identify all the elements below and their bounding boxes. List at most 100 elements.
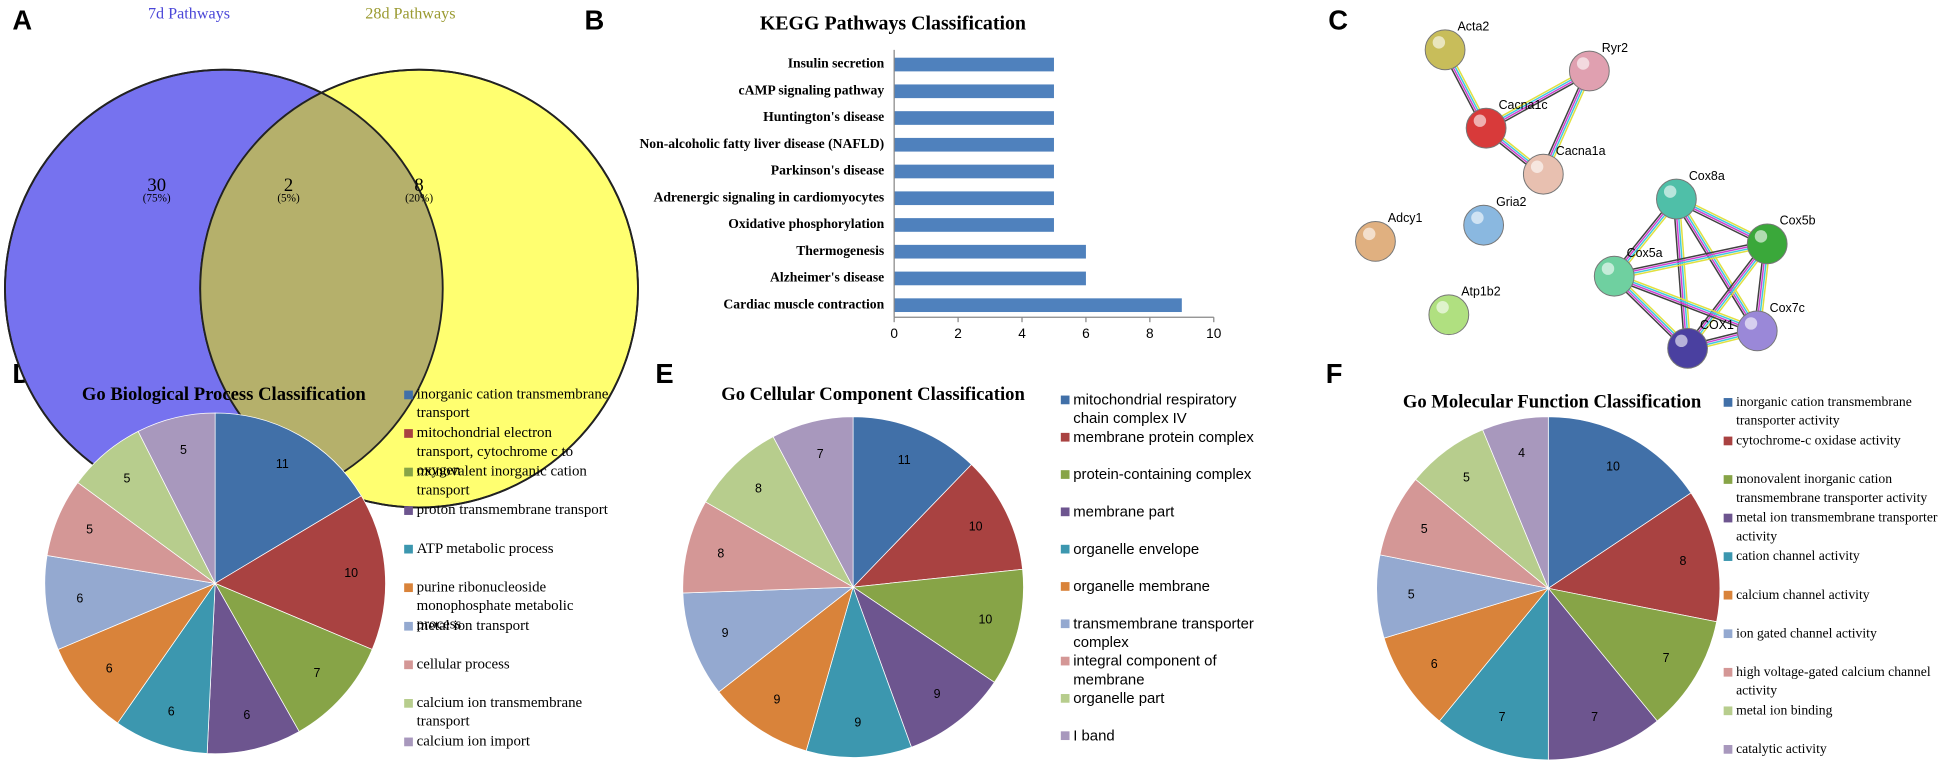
data-label: 4 xyxy=(1518,446,1525,460)
data-label: 6 xyxy=(76,592,83,606)
pie-slice xyxy=(57,582,217,724)
legend-swatch xyxy=(404,583,413,593)
legend-label: transmembrane transporter complex xyxy=(1073,615,1254,651)
legend-label: organelle part xyxy=(1073,690,1165,707)
legend-label: protein-containing complex xyxy=(1073,466,1252,483)
x-tick-label: 4 xyxy=(1018,326,1026,341)
node-label: Cacna1a xyxy=(1556,144,1606,158)
pie-slice xyxy=(206,582,300,755)
legend-swatch xyxy=(404,390,413,400)
pie-slice xyxy=(772,416,854,588)
x-tick-label: 8 xyxy=(1146,326,1154,341)
data-label: 10 xyxy=(978,612,992,626)
pie-slice xyxy=(214,495,386,650)
legend-label: proton transmembrane transport xyxy=(417,503,609,519)
node-label: Cacna1c xyxy=(1499,98,1548,112)
node-label: Atp1b2 xyxy=(1461,285,1500,299)
legend-swatch xyxy=(1060,507,1070,517)
legend-swatch xyxy=(1723,475,1733,484)
legend-swatch xyxy=(1723,706,1733,716)
node-highlight xyxy=(1363,227,1376,241)
chart-title: Go Molecular Function Classification xyxy=(1403,391,1702,412)
legend-label: membrane protein complex xyxy=(1073,429,1254,446)
legend-swatch xyxy=(1723,667,1733,677)
legend-swatch xyxy=(1723,398,1733,407)
network-edge xyxy=(1674,199,1758,332)
legend-swatch xyxy=(1723,552,1733,561)
x-tick-label: 2 xyxy=(954,326,962,341)
bar xyxy=(894,164,1054,179)
pie-slice xyxy=(1547,416,1692,590)
pie-slice xyxy=(117,582,216,754)
legend-label: membrane part xyxy=(1073,503,1175,520)
legend-label: inorganic cation transmembrane transport xyxy=(417,387,609,422)
y-tick-label: Alzheimer's disease xyxy=(770,270,884,285)
node-highlight xyxy=(1530,160,1544,173)
legend-label: purine ribonucleoside monophosphate metab… xyxy=(417,580,574,633)
legend-swatch xyxy=(404,621,413,631)
network-edge xyxy=(1614,246,1768,280)
node-label: Gria2 xyxy=(1496,195,1526,209)
legend-swatch xyxy=(1723,436,1733,446)
legend-swatch xyxy=(1060,470,1070,479)
network-edge xyxy=(1689,245,1771,351)
data-label: 10 xyxy=(969,520,983,534)
legend-label: mitochondrial electron transport, cytochr… xyxy=(417,426,573,479)
node-highlight xyxy=(1432,36,1446,49)
data-label: 11 xyxy=(898,453,911,467)
legend-label: cation channel activity xyxy=(1736,548,1860,563)
y-tick-label: Insulin secretion xyxy=(788,56,885,71)
y-tick-label: Oxidative phosphorylation xyxy=(728,216,884,231)
data-label: 7 xyxy=(314,666,321,680)
data-label: 8 xyxy=(717,546,724,560)
network-edge xyxy=(1612,278,1757,335)
data-label: 5 xyxy=(1463,470,1470,484)
network-node xyxy=(1463,204,1505,246)
legend-swatch xyxy=(1060,544,1070,554)
legend-label: organelle membrane xyxy=(1073,578,1210,595)
data-label: 5 xyxy=(86,523,93,537)
network-edge xyxy=(1684,241,1766,347)
pie-slice xyxy=(44,555,217,650)
network-edge xyxy=(1686,242,1767,349)
network-edge xyxy=(1673,200,1756,333)
legend-label: mitochondrial respiratory chain complex I… xyxy=(1073,391,1237,427)
legend-swatch xyxy=(1060,432,1070,442)
region-percent: (20%) xyxy=(405,193,433,205)
region-percent: (5%) xyxy=(277,193,300,205)
pie-slice xyxy=(852,586,995,748)
x-tick-label: 0 xyxy=(890,326,898,341)
data-label: 5 xyxy=(180,443,187,457)
node-label: Cox7c xyxy=(1770,301,1805,315)
legend-swatch xyxy=(404,699,413,708)
network-node xyxy=(1424,29,1466,71)
node-label: COX1 xyxy=(1700,318,1734,332)
legend-label: inorganic cation transmembrane transporte… xyxy=(1736,394,1912,428)
legend-swatch xyxy=(1060,582,1070,591)
chart-title: Go Cellular Component Classification xyxy=(721,384,1025,405)
legend-swatch xyxy=(1723,513,1733,523)
bar xyxy=(894,298,1182,313)
legend-label: cytochrome-c oxidase activity xyxy=(1736,433,1901,448)
legend-label: metal ion binding xyxy=(1736,703,1833,718)
panel-letter: A xyxy=(12,5,32,36)
node-highlight xyxy=(1675,334,1688,348)
chart-title: Go Biological Process Classification xyxy=(82,384,367,405)
legend-swatch xyxy=(404,429,413,438)
y-tick-label: Huntington's disease xyxy=(763,109,884,124)
legend-swatch xyxy=(1723,745,1733,754)
pie-slice xyxy=(852,463,1023,588)
legend-label: ATP metabolic process xyxy=(417,541,554,557)
legend-label: ion gated channel activity xyxy=(1736,625,1877,640)
y-tick-label: Parkinson's disease xyxy=(771,163,884,178)
network-node xyxy=(1656,178,1697,220)
network-edge xyxy=(1676,198,1690,349)
pie-slice xyxy=(214,412,362,585)
legend-swatch xyxy=(1060,694,1070,703)
node-highlight xyxy=(1473,114,1487,127)
data-label: 6 xyxy=(106,661,113,675)
legend-swatch xyxy=(404,506,413,515)
network-node xyxy=(1355,220,1396,262)
y-tick-label: Adrenergic signaling in cardiomyocytes xyxy=(653,189,884,204)
